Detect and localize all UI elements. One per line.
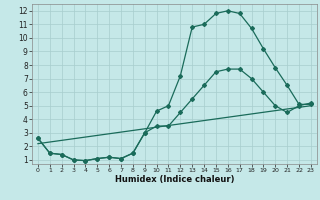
- X-axis label: Humidex (Indice chaleur): Humidex (Indice chaleur): [115, 175, 234, 184]
